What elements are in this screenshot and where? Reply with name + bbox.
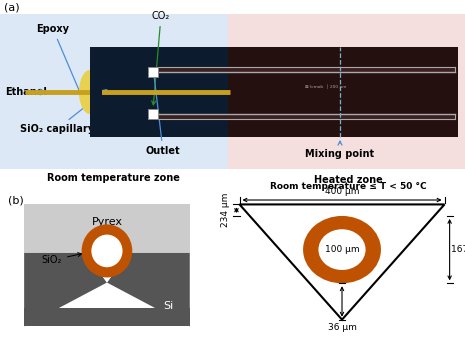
Text: ⊠ lcmob  │ 200 μm: ⊠ lcmob │ 200 μm [305, 85, 346, 89]
Text: 234 μm: 234 μm [221, 193, 230, 227]
Text: Heated zone: Heated zone [313, 175, 382, 185]
FancyBboxPatch shape [148, 109, 158, 119]
Text: Outlet: Outlet [146, 71, 180, 156]
FancyBboxPatch shape [90, 47, 228, 137]
Text: (a): (a) [4, 3, 20, 13]
Circle shape [82, 224, 132, 277]
FancyBboxPatch shape [24, 308, 190, 326]
Ellipse shape [79, 70, 101, 114]
FancyBboxPatch shape [228, 47, 458, 137]
Text: SiO₂ capillary: SiO₂ capillary [20, 90, 107, 134]
Text: 36 μm: 36 μm [327, 323, 357, 332]
Text: Room temperature zone: Room temperature zone [46, 173, 179, 183]
Text: CO₂: CO₂ [152, 11, 170, 105]
Text: 167 μm: 167 μm [451, 245, 465, 254]
Text: (b): (b) [7, 196, 23, 206]
FancyBboxPatch shape [148, 67, 158, 77]
Text: Si: Si [163, 301, 173, 311]
Text: 400 μm: 400 μm [325, 187, 359, 197]
Text: Room temperature ≤ T < 50 °C: Room temperature ≤ T < 50 °C [270, 182, 426, 191]
Text: Ethanol: Ethanol [5, 87, 47, 97]
Text: Pyrex: Pyrex [92, 217, 122, 227]
FancyBboxPatch shape [24, 204, 190, 253]
Text: Epoxy: Epoxy [36, 24, 86, 105]
Text: SiO₂: SiO₂ [42, 253, 82, 265]
Circle shape [319, 229, 365, 270]
FancyBboxPatch shape [90, 47, 102, 137]
Polygon shape [24, 253, 107, 326]
Polygon shape [86, 253, 128, 283]
Circle shape [303, 216, 381, 283]
FancyBboxPatch shape [0, 14, 465, 169]
Polygon shape [107, 253, 190, 326]
FancyBboxPatch shape [228, 14, 465, 169]
Text: 100 μm: 100 μm [325, 245, 359, 254]
Circle shape [91, 235, 123, 267]
Text: Mixing point: Mixing point [306, 141, 375, 159]
